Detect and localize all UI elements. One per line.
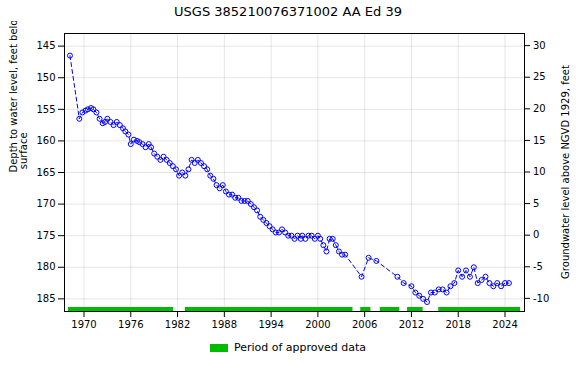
svg-text:155: 155 [36,104,55,115]
svg-text:1994: 1994 [258,319,283,330]
svg-text:1988: 1988 [212,319,237,330]
svg-text:20: 20 [533,103,546,114]
svg-text:185: 185 [36,293,55,304]
svg-text:1970: 1970 [71,319,96,330]
svg-text:2000: 2000 [305,319,330,330]
svg-text:160: 160 [36,135,55,146]
svg-text:Groundwater level above NGVD 1: Groundwater level above NGVD 1929, feet [560,65,571,279]
svg-text:165: 165 [36,167,55,178]
svg-text:0: 0 [533,229,539,240]
svg-text:175: 175 [36,230,55,241]
svg-text:170: 170 [36,198,55,209]
svg-text:145: 145 [36,40,55,51]
svg-text:2012: 2012 [399,319,424,330]
svg-text:1976: 1976 [118,319,143,330]
svg-text:10: 10 [533,166,546,177]
svg-text:Depth to water level, feet bel: Depth to water level, feet below land su… [8,21,29,173]
svg-text:2006: 2006 [352,319,377,330]
svg-text:25: 25 [533,71,546,82]
svg-text:180: 180 [36,261,55,272]
svg-text:1982: 1982 [165,319,190,330]
svg-text:2024: 2024 [492,319,517,330]
svg-text:-5: -5 [533,261,543,272]
svg-text:5: 5 [533,198,539,209]
svg-text:30: 30 [533,40,546,51]
svg-text:2018: 2018 [446,319,471,330]
svg-text:15: 15 [533,135,546,146]
html-text:Period of approved data: Period of approved data [233,341,367,354]
html-text:USGS 385210076371002 AA Ed 39: USGS 385210076371002 AA Ed 39 [174,4,402,19]
svg-text:-10: -10 [533,293,549,304]
svg-text:150: 150 [36,72,55,83]
